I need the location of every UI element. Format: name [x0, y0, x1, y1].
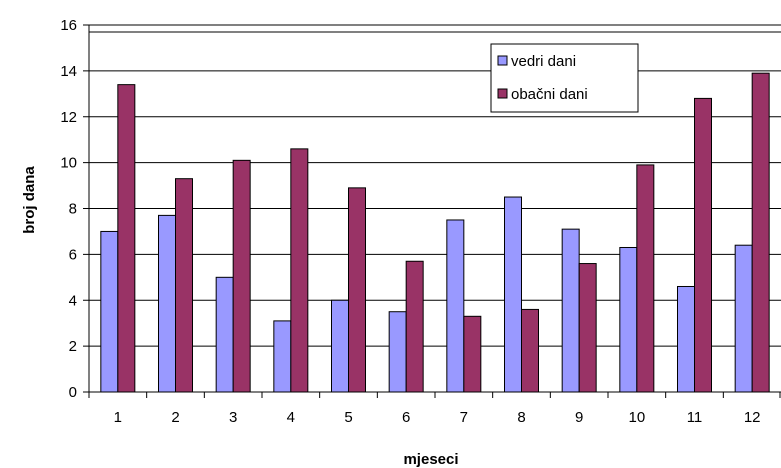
gridlines: [89, 24, 781, 347]
y-tick-label: 10: [60, 155, 77, 172]
x-tick-label: 5: [344, 409, 352, 426]
x-tick-label: 2: [171, 409, 179, 426]
x-tick-label: 8: [517, 409, 525, 426]
legend-swatch-obacni-dani: [497, 88, 508, 99]
bar-vedri-dani: [100, 230, 119, 393]
x-tick-label: 12: [744, 409, 761, 426]
legend-swatch-vedri-dani: [497, 55, 508, 66]
bar-obacni-dani: [405, 260, 424, 393]
bar-vedri-dani: [619, 246, 638, 393]
x-tick-label: 9: [575, 409, 583, 426]
bar-obacni-dani: [348, 187, 366, 393]
x-tick-label: 4: [287, 409, 295, 426]
x-tick-label: 1: [114, 409, 122, 426]
axes: [83, 24, 781, 398]
bar-obacni-dani: [175, 178, 193, 393]
y-tick-label: 14: [60, 63, 77, 80]
legend-label-obacni-dani: obačni dani: [511, 86, 588, 103]
bar-obacni-dani: [694, 97, 712, 393]
y-tick-label: 6: [69, 246, 77, 263]
bar-vedri-dani: [446, 219, 465, 393]
legend-box: [490, 43, 639, 113]
bar-obacni-dani: [232, 159, 251, 393]
bar-obacni-dani: [578, 263, 597, 393]
bar-vedri-dani: [734, 244, 753, 393]
x-tick-label: 3: [229, 409, 237, 426]
y-tick-label: 0: [69, 384, 77, 401]
bar-vedri-dani: [158, 214, 176, 393]
y-tick-label: 2: [69, 338, 77, 355]
bar-vedri-dani: [677, 285, 695, 393]
x-tick-label: 10: [628, 409, 645, 426]
x-axis-title: mjeseci: [403, 451, 458, 468]
bar-vedri-dani: [331, 299, 349, 393]
bar-obacni-dani: [751, 72, 770, 393]
bar-obacni-dani: [463, 315, 482, 393]
x-tick-label: 7: [460, 409, 468, 426]
y-tick-label: 8: [69, 201, 77, 218]
bar-vedri-dani: [215, 276, 234, 393]
x-tick-label: 6: [402, 409, 410, 426]
legend: vedri dani obačni dani: [490, 43, 639, 113]
y-axis-title: broj dana: [21, 166, 38, 234]
bar-vedri-dani: [504, 196, 522, 393]
bar-obacni-dani: [521, 308, 539, 393]
bar-obacni-dani: [117, 84, 136, 393]
x-tick-label: 11: [687, 409, 703, 426]
bar-obacni-dani: [636, 164, 655, 393]
bar-vedri-dani: [561, 228, 580, 393]
bars: [100, 72, 770, 393]
y-tick-label: 12: [60, 109, 77, 126]
bar-vedri-dani: [273, 320, 292, 393]
y-tick-label: 16: [60, 17, 77, 34]
bar-vedri-dani: [388, 311, 407, 393]
y-tick-label: 4: [69, 292, 77, 309]
legend-label-vedri-dani: vedri dani: [511, 53, 576, 70]
bar-obacni-dani: [290, 148, 309, 393]
